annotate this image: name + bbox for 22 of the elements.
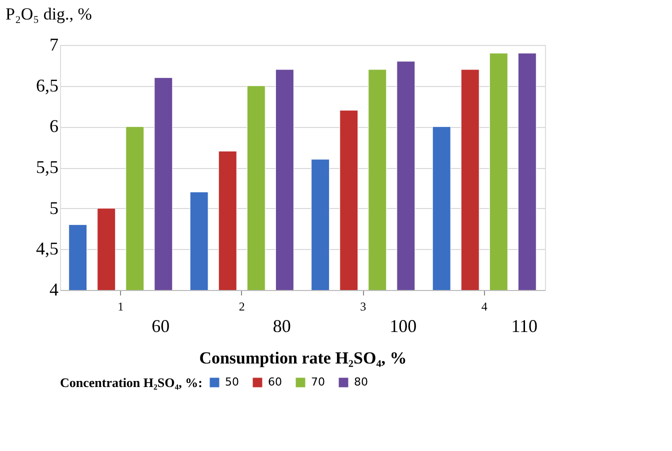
text: 80 (272, 316, 291, 336)
y-tick-label: 5,5 (36, 157, 58, 177)
x-tick-label: 4 (481, 300, 488, 314)
legend-label: 50 (225, 376, 239, 389)
y-tick-label: 5 (50, 198, 58, 218)
x-tick-label: 3 (360, 300, 366, 314)
y-axis-title: P₂O₅ dig., % (6, 4, 92, 24)
x-tick-label: 2 (238, 300, 245, 314)
legend-label: 80 (354, 376, 368, 389)
y-tick-label: 6 (50, 116, 58, 136)
x-tick-label: 1 (118, 300, 124, 314)
x-axis-title: Consumption rate H₂SO₄, % (199, 348, 407, 368)
text: 100 (390, 316, 417, 336)
text: 60 (152, 316, 170, 336)
y-tick-label: 7 (50, 34, 58, 54)
legend-label: 60 (268, 376, 282, 389)
y-tick-label: 4,5 (36, 238, 58, 259)
y-tick-label: 6,5 (36, 75, 58, 96)
legend-label: 70 (311, 376, 325, 389)
text: 110 (511, 316, 538, 336)
legend-title: Concentration H₂SO₄, %: (60, 375, 202, 390)
y-tick-label: 4 (50, 280, 58, 300)
